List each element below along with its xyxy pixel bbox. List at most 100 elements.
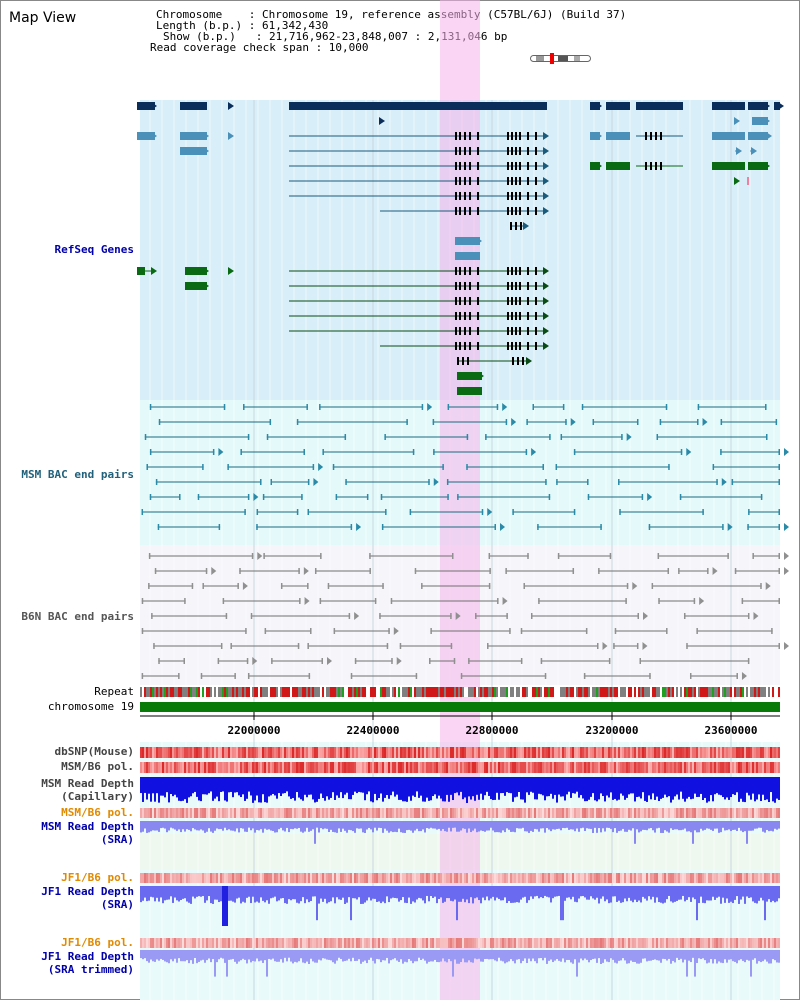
read-depth-bar [328,886,330,903]
read-depth-bar [302,821,304,833]
chromosome-ideogram[interactable] [530,53,592,65]
polymorphism-cell [354,938,356,948]
polymorphism-cell [440,747,442,758]
read-depth-bar [216,950,218,963]
polymorphism-cell [632,938,634,948]
polymorphism-cell [504,938,506,948]
jf1-b6-pol-2-label[interactable]: JF1/B6 pol. [61,936,134,949]
polymorphism-cell [198,873,200,883]
read-depth-bar [696,777,698,798]
polymorphism-cell [536,747,538,758]
repeat-element [554,687,556,697]
read-depth-bar [586,777,588,802]
b6n-bac-label[interactable]: B6N BAC end pairs [21,610,134,623]
polymorphism-cell [540,938,542,948]
repeat-element [290,687,292,697]
msm-b6-pol-label[interactable]: MSM/B6 pol. [61,760,134,773]
gene-exon [535,192,537,200]
polymorphism-cell [170,762,172,773]
read-depth-bar [402,777,404,802]
read-depth-bar [184,950,186,962]
polymorphism-cell [140,808,142,818]
bac-arrow [642,642,648,650]
polymorphism-cell [336,808,338,818]
read-depth-bar [686,950,688,977]
jf1-depth-trim-label[interactable]: JF1 Read Depth [41,950,134,963]
gene-exon [459,147,461,155]
gene-exon [511,207,513,215]
read-depth-bar [376,886,378,902]
polymorphism-cell [744,873,746,883]
polymorphism-cell [400,873,402,883]
polymorphism-cell [270,873,272,883]
bac-end [350,524,353,530]
repeat-element [244,687,246,697]
polymorphism-cell [312,808,314,818]
bac-arrow [502,403,508,411]
msm-b6-pol-2-label[interactable]: MSM/B6 pol. [61,806,134,819]
gene-exon [477,282,479,290]
polymorphism-cell [518,808,520,818]
polymorphism-cell [554,808,556,818]
polymorphism-cell [404,808,406,818]
polymorphism-cell [594,747,596,758]
polymorphism-cell [598,762,600,773]
strand-arrow [778,102,784,110]
read-depth-bar [594,821,596,828]
msm-depth-capillary-label[interactable]: MSM Read Depth [41,777,134,790]
polymorphism-cell [450,808,452,818]
polymorphism-cell [674,873,676,883]
polymorphism-cell [714,747,716,758]
polymorphism-cell [238,873,240,883]
read-depth-bar [520,777,522,800]
read-depth-bar [650,821,652,828]
msm-bac-label[interactable]: MSM BAC end pairs [21,468,134,481]
polymorphism-cell [724,873,726,883]
read-depth-bar [464,886,466,903]
repeat-element [382,687,384,697]
read-depth-bar [370,950,372,958]
bac-arrow [253,493,259,501]
read-depth-bar [472,950,474,963]
polymorphism-cell [606,938,608,948]
repeat-element [650,687,652,697]
polymorphism-cell [142,938,144,948]
read-depth-bar [318,950,320,960]
polymorphism-cell [164,747,166,758]
read-depth-bar [184,777,186,800]
jf1-depth-sra-label[interactable]: JF1 Read Depth [41,885,134,898]
read-depth-bar [498,950,500,958]
polymorphism-cell [734,873,736,883]
polymorphism-cell [480,762,482,773]
read-depth-bar [194,821,196,830]
read-depth-bar [606,821,608,828]
read-depth-bar [212,950,214,959]
polymorphism-cell [350,762,352,773]
read-depth-bar [540,777,542,795]
bac-arrow [356,523,362,531]
read-depth-bar [646,950,648,962]
read-depth-bar [678,886,680,900]
jf1-b6-pol-label[interactable]: JF1/B6 pol. [61,871,134,884]
polymorphism-cell [500,747,502,758]
read-depth-bar [218,777,220,802]
read-depth-bar [420,886,422,899]
refseq-genes-label[interactable]: RefSeq Genes [54,243,134,256]
read-depth-bar [610,886,612,903]
polymorphism-cell [668,938,670,948]
read-depth-bar [562,886,564,921]
dbsnp-label[interactable]: dbSNP(Mouse) [54,745,134,758]
polymorphism-cell [574,873,576,883]
read-depth-bar [178,886,180,902]
polymorphism-cell [212,938,214,948]
read-depth-bar [522,950,524,961]
read-depth-bar [718,821,720,833]
strand-arrow [751,147,757,155]
read-depth-bar [232,886,234,902]
polymorphism-cell [550,808,552,818]
msm-depth-sra-label[interactable]: MSM Read Depth [41,820,134,833]
repeat-element [634,687,636,697]
polymorphism-cell [598,808,600,818]
polymorphism-cell [260,762,262,773]
